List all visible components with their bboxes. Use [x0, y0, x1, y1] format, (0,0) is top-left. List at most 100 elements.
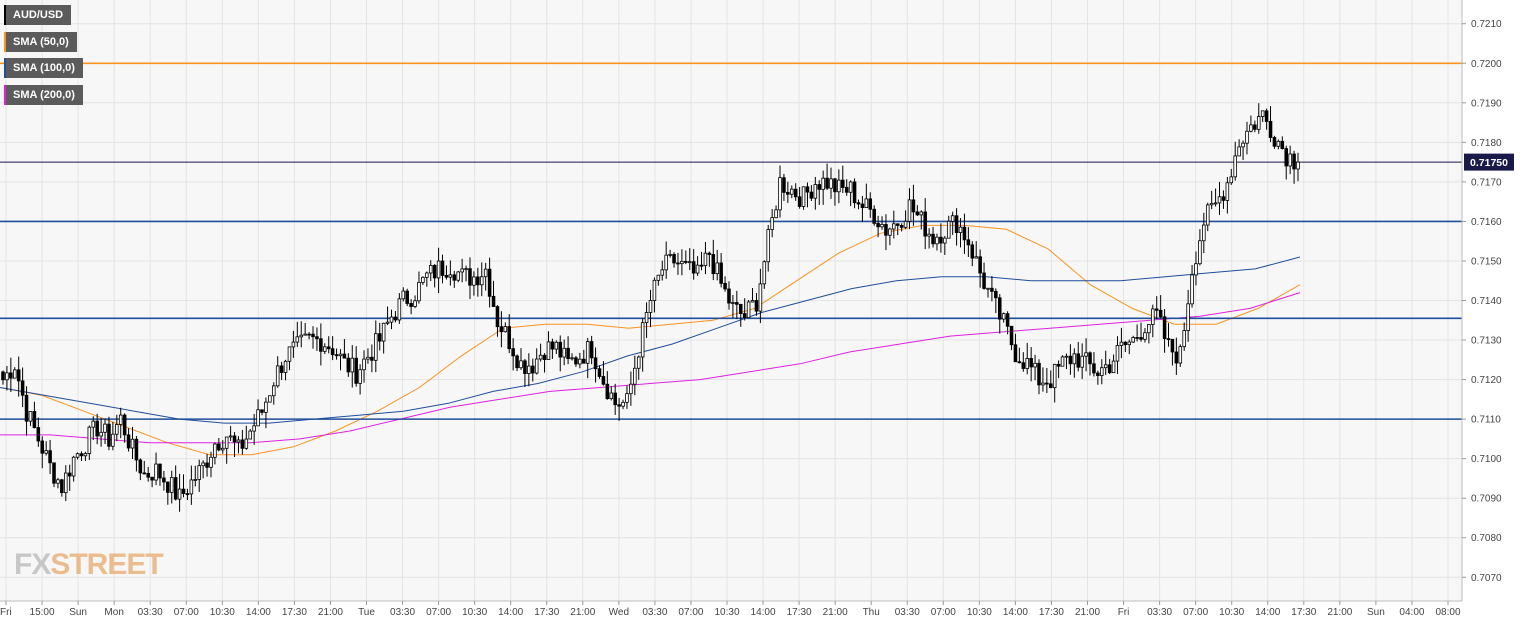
y-tick-label: 0.7130 — [1471, 336, 1502, 347]
candle-up — [358, 369, 362, 384]
candle-up — [323, 346, 327, 352]
y-tick-label: 0.7160 — [1471, 217, 1502, 228]
candle-down — [48, 450, 52, 464]
candle-down — [279, 365, 284, 373]
candle-up — [1147, 324, 1151, 334]
candle-up — [389, 316, 394, 323]
candle-down — [994, 290, 998, 299]
candle-up — [538, 354, 543, 360]
candle-down — [1092, 363, 1096, 374]
candle-down — [1088, 352, 1092, 365]
candle-up — [503, 326, 508, 333]
candle-up — [1119, 341, 1124, 346]
candle-down — [817, 184, 822, 190]
legend-item-sma200[interactable]: SMA (200,0) — [4, 84, 83, 105]
candle-up — [460, 268, 464, 273]
candle-down — [1154, 308, 1159, 311]
x-tick-label: 03:30 — [390, 607, 415, 618]
candle-up — [1001, 313, 1006, 320]
candle-down — [966, 239, 971, 246]
x-tick-label: 17:30 — [1291, 607, 1316, 618]
candle-down — [617, 404, 621, 407]
candle-up — [1205, 204, 1210, 226]
x-tick-label: 04:00 — [1399, 607, 1424, 618]
candle-up — [197, 465, 201, 480]
candle-down — [558, 341, 563, 358]
candle-down — [173, 477, 178, 500]
candle-down — [40, 440, 45, 454]
candle-down — [684, 261, 688, 263]
candle-down — [589, 341, 594, 359]
candle-up — [483, 268, 488, 278]
candle-up — [362, 358, 366, 371]
legend-item-sma50[interactable]: SMA (50,0) — [4, 31, 77, 52]
x-tick-label: 07:00 — [1183, 607, 1208, 618]
candle-up — [770, 217, 774, 230]
candle-down — [134, 438, 139, 461]
logo-fx: FX — [14, 548, 51, 581]
candle-up — [28, 411, 33, 422]
x-tick-label: 07:00 — [426, 607, 451, 618]
candle-up — [401, 290, 406, 300]
candle-up — [111, 433, 115, 447]
candle-down — [1068, 355, 1073, 365]
candle-up — [1225, 182, 1230, 201]
candle-down — [825, 177, 829, 189]
candle-up — [974, 256, 978, 259]
candle-down — [868, 198, 873, 210]
candle-down — [990, 287, 994, 292]
candle-up — [570, 357, 574, 360]
candle-up — [103, 423, 107, 433]
legend-item-audusd[interactable]: AUD/USD — [4, 5, 72, 25]
x-tick-label: 07:00 — [931, 607, 956, 618]
candle-up — [660, 269, 665, 276]
candle-up — [44, 450, 48, 454]
candle-down — [32, 411, 37, 428]
candle-down — [166, 481, 170, 493]
x-tick-label: 14:00 — [1255, 607, 1280, 618]
candle-down — [181, 488, 186, 495]
candle-up — [888, 228, 892, 236]
candle-up — [1041, 382, 1045, 386]
candle-up — [554, 341, 559, 350]
candle-up — [703, 252, 708, 267]
candle-down — [487, 268, 492, 297]
x-tick-label: 03:30 — [1147, 607, 1172, 618]
candle-up — [374, 333, 378, 361]
candle-up — [1288, 153, 1292, 167]
candle-down — [1284, 148, 1289, 167]
candle-up — [472, 276, 476, 286]
candle-down — [158, 463, 162, 479]
candle-down — [797, 196, 802, 207]
candle-down — [319, 338, 323, 352]
candle-up — [958, 226, 963, 233]
candle-up — [766, 229, 771, 263]
candle-up — [193, 479, 198, 481]
candle-up — [919, 211, 924, 216]
candle-up — [56, 479, 60, 484]
candle-up — [87, 426, 92, 454]
candle-down — [311, 333, 315, 338]
x-tick-label: Tue — [358, 607, 375, 618]
candle-up — [946, 220, 951, 239]
candle-down — [1021, 362, 1026, 369]
candle-down — [727, 288, 731, 304]
x-tick-label: 10:30 — [1219, 607, 1244, 618]
candle-down — [719, 262, 723, 284]
x-tick-label: 21:00 — [1327, 607, 1352, 618]
candle-up — [1229, 176, 1234, 184]
candle-up — [228, 435, 233, 438]
candle-up — [338, 353, 343, 357]
candle-down — [852, 181, 857, 204]
candle-up — [5, 372, 9, 381]
candle-down — [962, 226, 967, 241]
candle-down — [899, 225, 904, 228]
candle-up — [609, 392, 614, 400]
candle-down — [782, 177, 786, 193]
legend-item-sma100[interactable]: SMA (100,0) — [4, 58, 83, 78]
candle-up — [169, 477, 174, 493]
candle-up — [892, 223, 896, 230]
candle-down — [95, 420, 99, 437]
candle-down — [844, 187, 849, 193]
